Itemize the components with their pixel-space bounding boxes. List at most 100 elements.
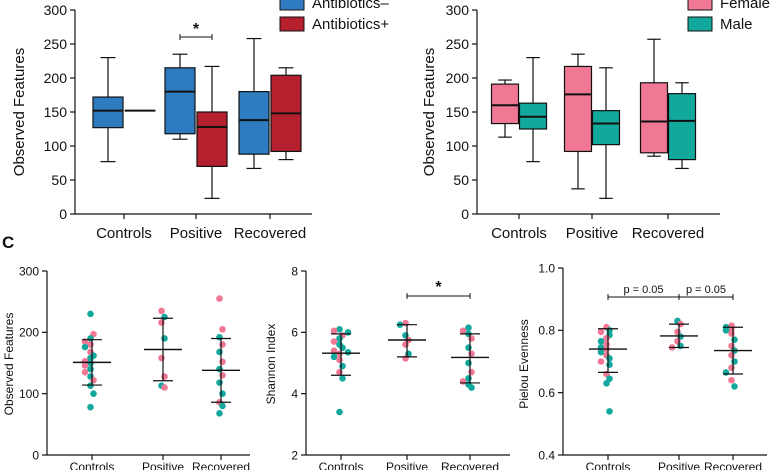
- chart3-y-tick-label: 0: [32, 448, 39, 462]
- chart5-x-tick-label: Recovered: [704, 460, 762, 470]
- chart4-y-tick-label: 8: [291, 264, 298, 278]
- chart1-sig-label: *: [193, 21, 200, 38]
- chart4-y-tick-label: 6: [291, 326, 298, 340]
- chart3-point: [216, 348, 223, 356]
- chart4-point: [336, 325, 343, 333]
- chart2-y-tick-label: 300: [446, 2, 470, 18]
- chart1-y-tick-label: 250: [44, 36, 68, 52]
- chart3-point: [216, 379, 223, 386]
- chart2-y-tick-label: 0: [461, 206, 469, 222]
- chart1-x-tick-label: Controls: [96, 225, 152, 242]
- chart5-point: [731, 358, 738, 365]
- chart1-y-tick-label: 0: [59, 206, 67, 222]
- chart2-box: [639, 82, 669, 154]
- chart1-legend-swatch: [279, 0, 305, 11]
- panel-label-c: C: [2, 233, 14, 252]
- chart5-y-tick-label: 0.8: [538, 324, 555, 338]
- chart1-y-axis-label: Observed Features: [11, 48, 28, 176]
- chart3-point: [81, 343, 89, 351]
- chart5-point: [677, 342, 684, 350]
- chart4-y-tick-label: 2: [291, 448, 298, 462]
- chart3-point: [219, 390, 226, 397]
- chart5-point: [731, 336, 738, 343]
- chart2-x-tick-label: Controls: [491, 225, 547, 242]
- chart3-point: [81, 362, 89, 369]
- chart3-x-tick-label: Positive: [142, 460, 184, 470]
- chart5-y-tick-label: 0.6: [538, 386, 555, 400]
- chart4-point: [344, 348, 352, 356]
- chart5-x-tick-label: Controls: [586, 460, 631, 470]
- chart1-legend-swatch: [279, 16, 305, 32]
- chart3-point: [219, 358, 226, 366]
- chart5-point: [606, 408, 613, 415]
- chart4-point: [465, 359, 472, 367]
- chart5-point: [722, 369, 730, 376]
- chart5-point: [597, 358, 605, 365]
- chart2-legend-swatch: [687, 16, 713, 32]
- chart4-point: [402, 341, 409, 348]
- chart2-legend-swatch: [687, 0, 713, 11]
- chart3-point: [87, 403, 94, 411]
- chart3-point: [81, 368, 89, 376]
- chart2-y-tick-label: 200: [446, 70, 470, 86]
- chart4-point: [465, 344, 472, 351]
- chart3-point: [158, 319, 165, 326]
- chart1-y-tick-label: 200: [44, 70, 68, 86]
- chart5-point: [603, 380, 610, 387]
- chart5-point: [728, 376, 735, 384]
- chart5-y-tick-label: 1.0: [538, 261, 555, 275]
- chart5-sig-label: p = 0.05: [686, 284, 726, 296]
- chart2-y-axis-label: Observed Features: [421, 48, 438, 176]
- chart5-point: [597, 348, 605, 356]
- chart5-sig-label: p = 0.05: [623, 284, 663, 296]
- chart3-y-axis-label: Observed Features: [2, 313, 16, 416]
- chart4-point: [330, 327, 338, 335]
- chart5-x-tick-label: Positive: [658, 460, 700, 470]
- chart5-point: [728, 351, 735, 359]
- chart3-point: [216, 333, 223, 341]
- chart4-point: [339, 375, 346, 382]
- chart3-y-tick-label: 100: [19, 387, 39, 401]
- chart3-point: [216, 295, 223, 302]
- chart1-box: [196, 111, 228, 168]
- chart3-point: [161, 384, 168, 391]
- chart2-box: [667, 93, 697, 161]
- chart1-y-tick-label: 100: [44, 138, 68, 154]
- chart4-point: [336, 368, 343, 376]
- chart4-point: [402, 355, 409, 362]
- chart1-y-tick-label: 300: [44, 2, 68, 18]
- chart2-legend-label: Male: [720, 16, 753, 33]
- chart3-point: [90, 390, 97, 397]
- chart3-point: [219, 341, 226, 348]
- chart4-point: [330, 353, 338, 361]
- chart4-point: [468, 368, 475, 376]
- chart3-point: [87, 382, 94, 389]
- chart4-point: [468, 350, 475, 358]
- chart1-x-tick-label: Positive: [170, 225, 223, 242]
- chart1-y-tick-label: 50: [51, 172, 67, 188]
- chart3-x-tick-label: Controls: [70, 460, 115, 470]
- chart4-point: [339, 362, 346, 370]
- chart1-box: [164, 67, 196, 135]
- chart2-box: [591, 110, 621, 146]
- chart2-y-tick-label: 50: [453, 172, 469, 188]
- chart1-box: [92, 96, 124, 129]
- chart5-point: [606, 361, 613, 368]
- chart1-y-tick-label: 150: [44, 104, 68, 120]
- chart3-point: [158, 354, 165, 362]
- chart4-point: [330, 338, 338, 345]
- chart4-point: [468, 335, 475, 342]
- chart4-point: [336, 408, 343, 416]
- chart4-point: [465, 324, 472, 332]
- chart3-point: [219, 325, 226, 333]
- chart3-point: [87, 310, 94, 318]
- chart4-x-tick-label: Recovered: [441, 460, 499, 470]
- chart3-point: [158, 307, 165, 315]
- chart3-x-tick-label: Recovered: [192, 460, 250, 470]
- chart2-x-tick-label: Recovered: [632, 225, 705, 242]
- chart2-box: [490, 83, 520, 125]
- chart4-point: [339, 344, 346, 351]
- chart5-point: [606, 375, 613, 382]
- chart1-legend-label: Antibiotics–: [312, 0, 389, 12]
- chart5-point: [728, 364, 735, 372]
